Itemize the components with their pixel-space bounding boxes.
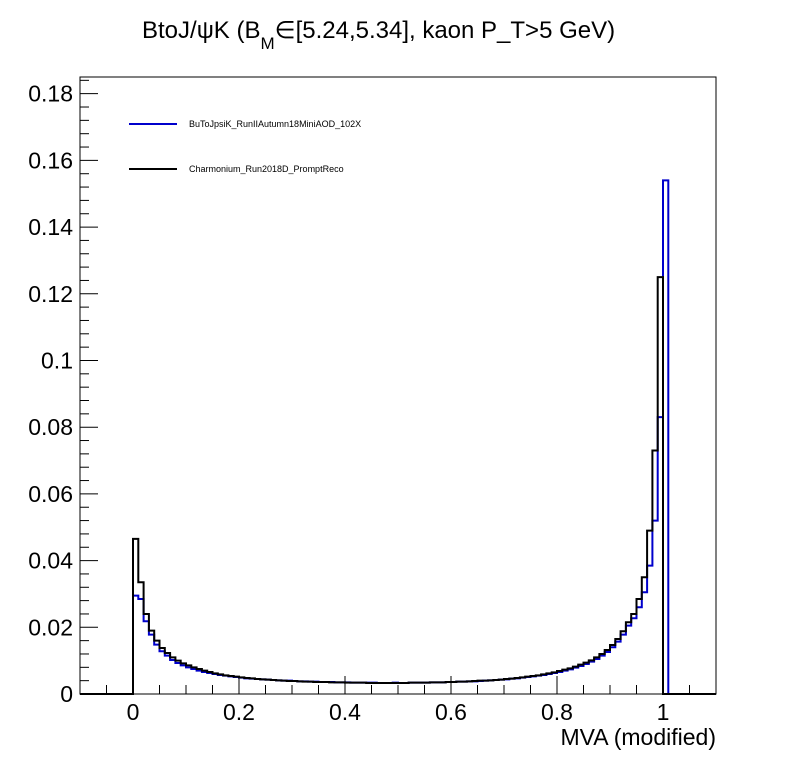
- y-tick-label: 0: [60, 681, 73, 707]
- x-tick-label: 0.2: [223, 699, 255, 725]
- y-tick-label: 0.16: [28, 147, 73, 173]
- y-tick-label: 0.08: [28, 414, 73, 440]
- legend-label-data: Charmonium_Run2018D_PromptReco: [189, 164, 344, 174]
- x-tick-label: 0.8: [541, 699, 573, 725]
- series-line-0: [80, 179, 716, 695]
- y-tick-label: 0.02: [28, 614, 73, 640]
- y-tick-label: 0.06: [28, 481, 73, 507]
- title-main: BtoJ/ψK (B: [142, 17, 260, 44]
- x-axis-label: MVA (modified): [560, 724, 716, 750]
- x-tick-label: 0: [127, 699, 140, 725]
- y-tick-label: 0.04: [28, 548, 73, 574]
- series-line-1: [80, 276, 716, 695]
- y-tick-label: 0.14: [28, 214, 73, 240]
- legend: BuToJpsiK_RunIIAutumn18MiniAOD_102X Char…: [129, 119, 361, 174]
- y-tick-label: 0.12: [28, 281, 73, 307]
- title-rest: ∈[5.24,5.34], kaon P_T>5 GeV): [275, 17, 615, 44]
- axis-ticks: 0 0.2 0.4 0.6 0.8 1 0 0.02 0.04 0.06 0.08 0.1 0.12 0.…: [28, 79, 690, 725]
- y-tick-label: 0.18: [28, 81, 73, 107]
- x-tick-label: 0.6: [435, 699, 467, 725]
- title-subscript: M: [260, 34, 274, 53]
- x-tick-label: 0.4: [329, 699, 361, 725]
- legend-label-mc: BuToJpsiK_RunIIAutumn18MiniAOD_102X: [189, 119, 361, 129]
- series-lines: [80, 179, 716, 695]
- y-tick-label: 0.1: [41, 347, 73, 373]
- x-tick-label: 1: [657, 699, 670, 725]
- chart-title: BtoJ/ψK (BM∈[5.24,5.34], kaon P_T>5 GeV): [142, 17, 615, 53]
